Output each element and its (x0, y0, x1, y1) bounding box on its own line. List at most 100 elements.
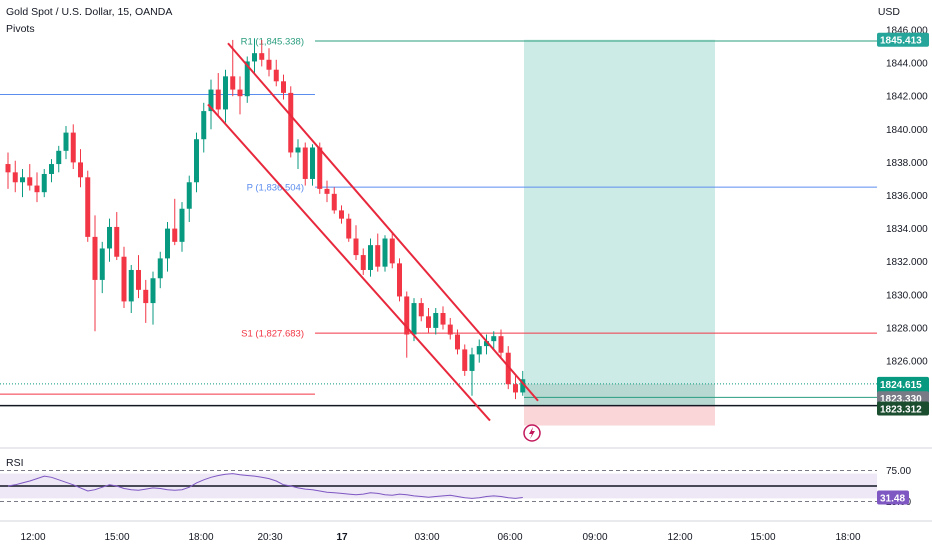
candle-body (223, 76, 228, 110)
position-zones[interactable] (524, 39, 715, 426)
price-tick: 1842.000 (886, 92, 928, 103)
time-tick: 09:00 (582, 532, 607, 543)
time-tick: 17 (336, 532, 348, 543)
candle-body (150, 278, 156, 304)
candle-body (34, 185, 40, 193)
candle-body (469, 354, 475, 371)
lightning-glyph (529, 427, 535, 439)
candle-body (462, 349, 468, 371)
candle-body (56, 150, 62, 165)
price-label-2: 1823.330 (880, 394, 922, 405)
candle-body (215, 89, 221, 110)
candle-body (49, 164, 54, 174)
candle-body (114, 226, 120, 257)
alert-icon[interactable] (523, 424, 541, 442)
rsi-tick: 75.00 (886, 466, 911, 477)
candle-body (179, 208, 185, 242)
channel-upper-line (227, 42, 539, 402)
price-tick: 1840.000 (886, 125, 928, 136)
candle-body (107, 226, 112, 249)
candle-body (20, 177, 25, 183)
candle-body (230, 76, 236, 90)
candle-body (331, 193, 337, 211)
time-tick: 20:30 (257, 532, 282, 543)
candle-body (252, 53, 257, 62)
rsi-line (7, 473, 523, 499)
candle-body (447, 324, 453, 335)
candle-body (426, 316, 431, 328)
price-label-box-0 (877, 32, 929, 47)
price-tick: 1832.000 (886, 257, 928, 268)
rsi-pane (0, 470, 877, 502)
candle-body (70, 132, 76, 163)
pivot-label-2: S1 (1,827.683) (241, 329, 304, 340)
candle-body (186, 182, 192, 209)
candle-body (99, 248, 105, 280)
candle-body (368, 245, 373, 270)
candle-body (136, 269, 141, 290)
candle-body (92, 236, 98, 280)
price-tick: 1844.000 (886, 59, 928, 70)
rsi-value: 31.48 (880, 493, 905, 504)
candle-body (491, 336, 497, 342)
candle-body (397, 263, 402, 297)
candle-body (85, 177, 91, 237)
time-tick: 15:00 (750, 532, 775, 543)
pivot-levels: R1 (1,845.338) P (1,836.504) S1 (1,827.683… (0, 36, 877, 407)
time-tick: 06:00 (497, 532, 522, 543)
candle-body (389, 238, 395, 264)
time-tick: 03:00 (414, 532, 439, 543)
candle-body (317, 147, 323, 189)
candle-body (266, 59, 272, 70)
candle-body (5, 164, 11, 173)
price-label-0: 1845.413 (880, 36, 922, 47)
candle-body (360, 255, 366, 270)
rsi-label: RSI (6, 457, 24, 469)
candle-body (476, 346, 482, 355)
time-tick: 12:00 (667, 532, 692, 543)
candle-body (244, 61, 250, 97)
channel-lower-line (207, 103, 491, 422)
candle-body (63, 132, 69, 151)
price-tick: 1826.000 (886, 357, 928, 368)
candle-body (165, 228, 170, 259)
candle-body (418, 303, 424, 317)
pivot-label-0: R1 (1,845.338) (241, 36, 304, 47)
candle-body (157, 258, 163, 279)
price-tick: 1828.000 (886, 323, 928, 334)
rsi-value-box (877, 490, 909, 505)
time-tick: 18:00 (835, 532, 860, 543)
candle-body (41, 173, 47, 193)
time-axis[interactable]: 12:00 15:00 18:00 20:30 17 03:00 06:00 09:00 12:… (20, 532, 860, 543)
price-tick: 1838.000 (886, 158, 928, 169)
descending-channel[interactable] (207, 42, 539, 422)
candles (5, 38, 526, 400)
chart-title: Gold Spot / U.S. Dollar, 15, OANDA (6, 6, 173, 18)
candle-body (484, 341, 489, 347)
candle-body (455, 334, 460, 350)
candle-body (78, 162, 83, 178)
candle-body (339, 210, 344, 219)
candle-body (259, 53, 265, 60)
candle-body (382, 238, 388, 267)
price-tick: 1836.000 (886, 191, 928, 202)
price-label-3: 1823.312 (880, 404, 922, 415)
active-zone (524, 383, 715, 406)
candle-body (411, 303, 417, 335)
candle-body (505, 352, 511, 385)
candle-body (172, 228, 178, 242)
price-labels: 1845.4131824.61508:141823.3301823.31231.… (877, 32, 929, 505)
candle-body (498, 336, 504, 353)
currency-label: USD (877, 6, 900, 18)
candle-body (27, 177, 33, 186)
time-tick: 15:00 (104, 532, 129, 543)
candle-body (128, 269, 134, 302)
candle-body (433, 313, 439, 328)
price-axis-bg (877, 0, 932, 550)
candle-body (208, 89, 214, 112)
price-tick: 1830.000 (886, 290, 928, 301)
price-tick: 1846.000 (886, 26, 928, 37)
candle-body (520, 379, 526, 393)
